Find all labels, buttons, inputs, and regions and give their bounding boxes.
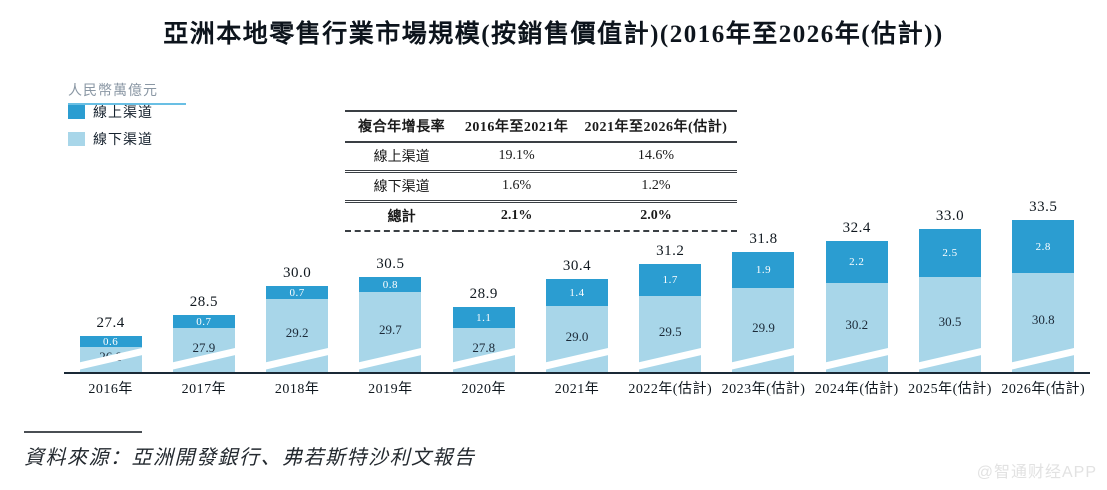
online-segment: 1.1 [452, 307, 515, 328]
bar-group-2020: 1.1 27.8 28.9 2020年 [437, 195, 530, 397]
total-value-label: 27.4 [96, 315, 125, 331]
x-axis-label: 2019年 [368, 382, 413, 397]
total-value-label: 31.2 [656, 243, 685, 259]
online-segment: 0.7 [172, 315, 235, 328]
x-axis-label: 2021年 [554, 382, 600, 397]
cagr-header-period2: 2021年至2026年(估計) [574, 111, 737, 143]
online-channel-swatch-icon [68, 105, 85, 119]
stacked-bar: 0.7 29.2 [266, 286, 329, 372]
total-value-label: 31.8 [749, 231, 778, 247]
cagr-header-period1: 2016年至2021年 [458, 111, 575, 143]
x-axis-label: 2025年(估計) [908, 382, 992, 397]
bar-group-2021: 1.4 29.0 30.4 2021年 [530, 195, 623, 397]
bar-group-2026: 2.8 30.8 33.5 2026年(估計) [997, 195, 1090, 397]
legend-item-offline: 線下渠道 [68, 129, 153, 149]
stacked-bar: 0.8 29.7 [359, 277, 422, 372]
cagr-row-online: 線上渠道 19.1% 14.6% [345, 142, 737, 173]
total-value-label: 30.5 [376, 256, 405, 272]
cagr-header-metric: 複合年增長率 [345, 111, 459, 143]
total-value-label: 30.4 [562, 258, 592, 274]
row-value: 2.1% [458, 201, 575, 232]
total-value-label: 30.0 [283, 265, 312, 281]
total-value-label: 32.4 [842, 220, 871, 236]
online-segment: 2.8 [1012, 220, 1075, 273]
online-segment: 0.7 [266, 286, 329, 299]
stacked-bar: 0.7 27.9 [172, 315, 235, 372]
x-axis-label: 2023年(估計) [721, 382, 806, 397]
legend: 線上渠道 線下渠道 [68, 102, 153, 156]
legend-label: 線下渠道 [93, 133, 153, 148]
watermark: @智通财经APP [976, 464, 1097, 481]
online-segment: 0.6 [79, 336, 142, 348]
stacked-bar: 2.8 30.8 [1012, 220, 1075, 372]
row-value: 1.2% [574, 171, 737, 203]
bar-group-2024: 2.2 30.2 32.4 2024年(估計) [810, 195, 903, 397]
legend-label: 線上渠道 [93, 106, 153, 121]
bar-group-2019: 0.8 29.7 30.5 2019年 [344, 195, 437, 397]
stacked-bar: 0.626.8 [79, 336, 142, 372]
chart-title: 亞洲本地零售行業市場規模(按銷售價值計)(2016年至2026年(估計)) [163, 21, 944, 48]
cagr-table: 複合年增長率 2016年至2021年 2021年至2026年(估計) 線上渠道 … [345, 110, 737, 232]
cagr-header-row: 複合年增長率 2016年至2021年 2021年至2026年(估計) [345, 111, 737, 143]
stacked-bar-chart: 0.626.8 27.4 2016年 0.727.9 28.5 2017年 0.729.2 3… [64, 195, 1090, 397]
total-value-label: 28.9 [469, 286, 498, 302]
bar-group-2025: 2.5 30.5 33.0 2025年(估計) [903, 195, 996, 397]
source-note: 資料來源：亞洲開發銀行、弗若斯特沙利文報告 [24, 447, 476, 469]
offline-channel-swatch-icon [68, 132, 85, 146]
total-value-label: 28.5 [189, 294, 219, 310]
legend-item-online: 線上渠道 [68, 102, 153, 122]
stacked-bar: 2.5 30.5 [919, 229, 982, 372]
stacked-bar: 1.1 27.8 [452, 307, 515, 372]
bar-group-2022: 1.7 29.5 31.2 2022年(估計) [624, 195, 717, 397]
stacked-bar: 1.9 29.9 [732, 252, 795, 372]
source-divider [24, 431, 142, 433]
online-segment: 1.9 [732, 252, 795, 288]
row-label: 線下渠道 [345, 171, 459, 203]
online-segment: 1.4 [545, 279, 608, 306]
x-axis-label: 2016年 [88, 382, 133, 397]
row-value: 1.6% [458, 171, 575, 203]
x-axis-label: 2026年(估計) [1001, 382, 1086, 397]
online-segment: 2.2 [825, 241, 888, 283]
bar-group-2018: 0.7 29.2 30.0 2018年 [251, 195, 344, 397]
y-axis-unit-label: 人民幣萬億元 [68, 80, 186, 105]
x-axis-label: 2022年(估計) [628, 382, 713, 397]
bar-group-2016: 0.626.8 27.4 2016年 [64, 195, 157, 397]
total-value-label: 33.0 [935, 208, 965, 224]
x-axis-label: 2024年(估計) [814, 382, 899, 397]
row-value: 19.1% [458, 142, 575, 173]
total-value-label: 33.5 [1029, 199, 1058, 215]
row-label: 線上渠道 [345, 142, 459, 173]
stacked-bar: 2.2 30.2 [825, 241, 888, 372]
bar-group-2023: 1.9 29.9 31.8 2023年(估計) [717, 195, 810, 397]
stacked-bar: 1.4 29.0 [545, 279, 608, 372]
online-segment: 1.7 [639, 264, 702, 296]
row-label: 總計 [345, 201, 459, 232]
stacked-bar: 1.7 29.5 [639, 264, 702, 372]
row-value: 14.6% [574, 142, 737, 173]
cagr-row-total: 總計 2.1% 2.0% [345, 201, 737, 232]
cagr-row-offline: 線下渠道 1.6% 1.2% [345, 171, 737, 203]
bar-group-2017: 0.7 27.9 28.5 2017年 [157, 195, 250, 397]
online-segment: 2.5 [919, 229, 982, 277]
row-value: 2.0% [574, 201, 737, 232]
x-axis-label: 2020年 [461, 382, 506, 397]
x-axis-label: 2018年 [274, 382, 320, 397]
online-segment: 0.8 [359, 277, 422, 292]
x-axis-label: 2017年 [181, 382, 227, 397]
